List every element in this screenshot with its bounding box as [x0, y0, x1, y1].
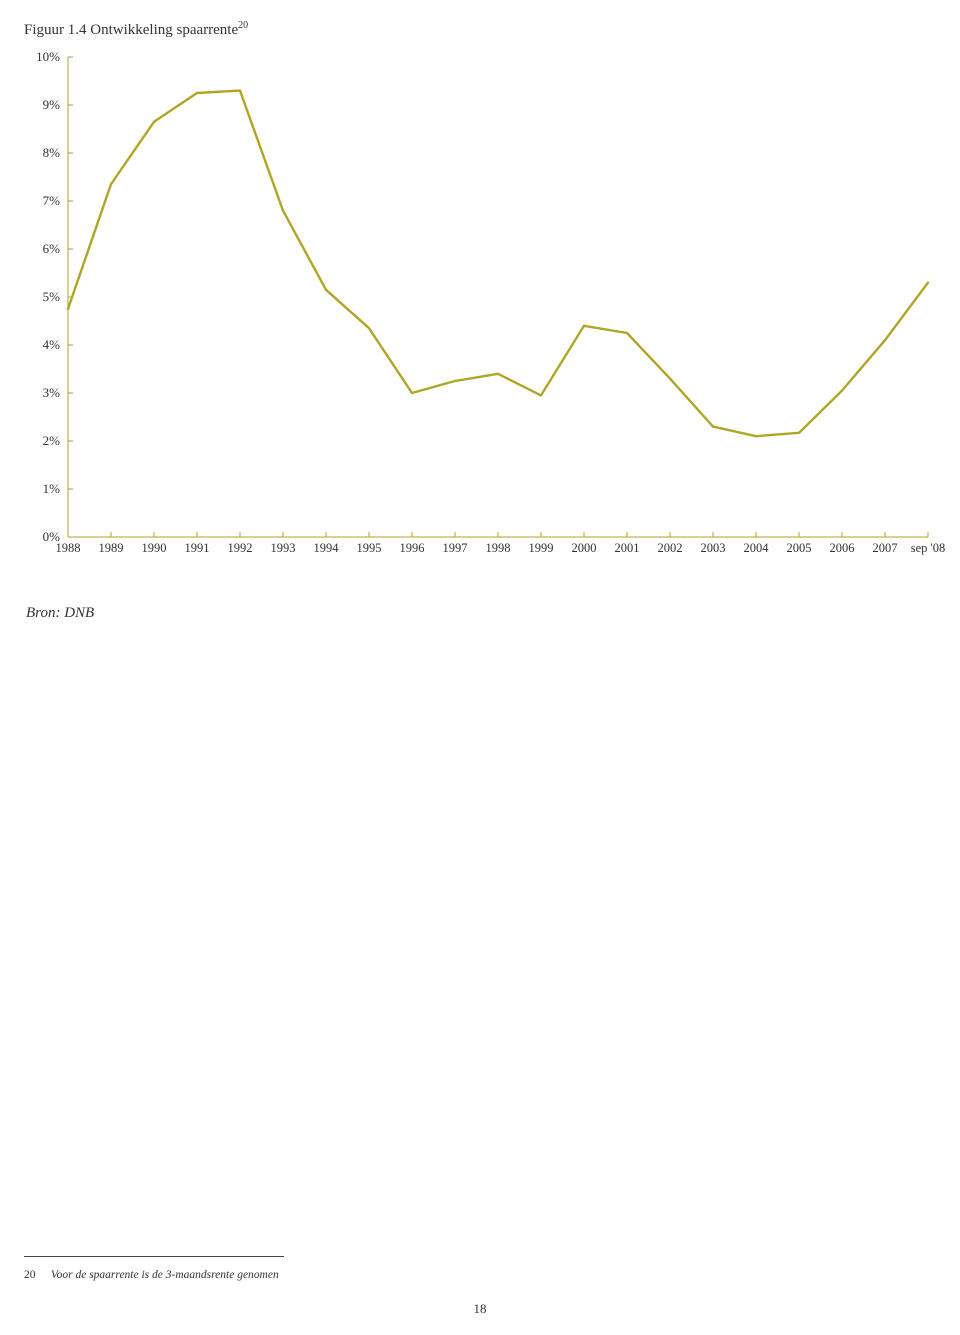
x-tick-label: 1994 [314, 541, 339, 556]
chart-svg [68, 57, 928, 537]
y-tick-label: 7% [43, 193, 60, 209]
footnote-text: Voor de spaarrente is de 3-maandsrente g… [51, 1269, 279, 1281]
x-tick-label: 1997 [443, 541, 468, 556]
x-tick-label: 2007 [873, 541, 898, 556]
x-tick-label: 2001 [615, 541, 640, 556]
x-tick-label: 2006 [830, 541, 855, 556]
x-tick-label: 1989 [99, 541, 124, 556]
y-tick-label: 10% [36, 49, 60, 65]
x-tick-label: 1998 [486, 541, 511, 556]
x-tick-label: 1991 [185, 541, 210, 556]
x-tick-label: 2002 [658, 541, 683, 556]
y-tick-label: 3% [43, 385, 60, 401]
x-axis-labels: 1988198919901991199219931994199519961997… [68, 541, 928, 565]
footnote-rule [24, 1256, 284, 1257]
footnote: 20 Voor de spaarrente is de 3-maandsrent… [24, 1269, 279, 1281]
figure-title-super: 20 [238, 20, 248, 31]
y-tick-label: 6% [43, 241, 60, 257]
x-tick-label: 1995 [357, 541, 382, 556]
x-tick-label: 2000 [572, 541, 597, 556]
footnote-number: 20 [24, 1269, 48, 1281]
plot-area [68, 57, 928, 537]
x-tick-label: 1993 [271, 541, 296, 556]
y-tick-label: 5% [43, 289, 60, 305]
x-tick-label: 2005 [787, 541, 812, 556]
x-tick-label: 1996 [400, 541, 425, 556]
y-tick-label: 2% [43, 433, 60, 449]
y-tick-label: 1% [43, 481, 60, 497]
y-axis-labels: 0%1%2%3%4%5%6%7%8%9%10% [24, 57, 64, 567]
x-tick-label: sep '08 [911, 541, 946, 556]
x-tick-label: 1988 [56, 541, 81, 556]
x-tick-label: 1999 [529, 541, 554, 556]
chart: 0%1%2%3%4%5%6%7%8%9%10% 1988198919901991… [24, 57, 932, 567]
page-number: 18 [0, 1301, 960, 1317]
y-tick-label: 4% [43, 337, 60, 353]
x-tick-label: 1992 [228, 541, 253, 556]
source-text: Bron: DNB [26, 605, 936, 622]
y-tick-label: 8% [43, 145, 60, 161]
y-tick-label: 9% [43, 97, 60, 113]
figure-title-text: Figuur 1.4 Ontwikkeling spaarrente [24, 22, 238, 38]
figure-title: Figuur 1.4 Ontwikkeling spaarrente20 [24, 20, 936, 39]
x-tick-label: 2004 [744, 541, 769, 556]
x-tick-label: 2003 [701, 541, 726, 556]
x-tick-label: 1990 [142, 541, 167, 556]
